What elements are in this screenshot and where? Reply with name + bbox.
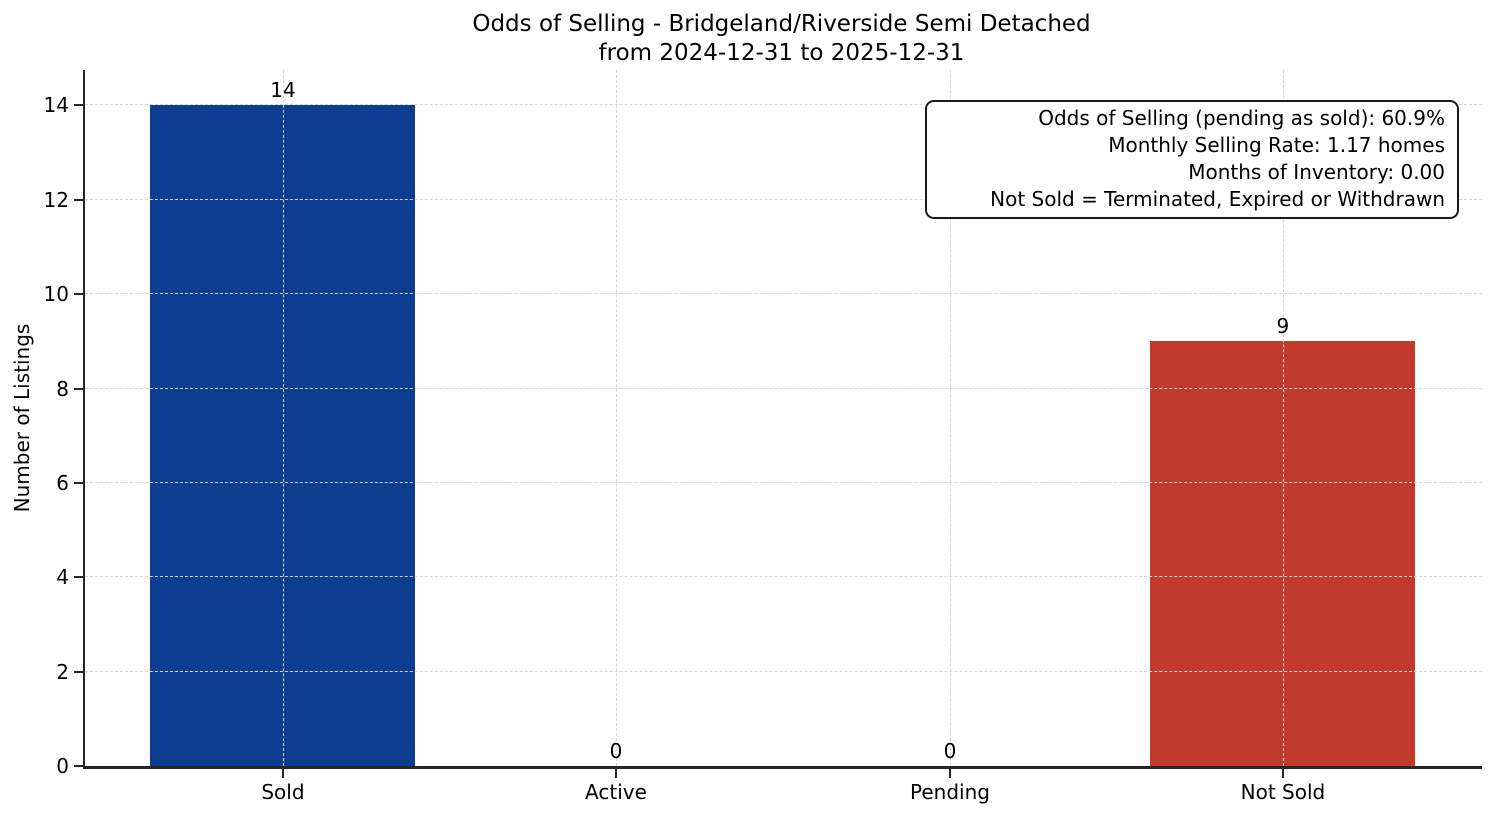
y-tick-mark [74,481,83,484]
annotation-line-odds: Odds of Selling (pending as sold): 60.9% [1038,106,1445,130]
x-tick-mark [949,769,952,778]
gridline-horizontal [85,104,1482,106]
y-tick-label: 6 [56,470,69,495]
y-tick-mark [74,576,83,579]
gridline-horizontal [85,387,1482,389]
y-tick-label: 14 [43,93,69,118]
annotation-line-monthly-rate: Monthly Selling Rate: 1.17 homes [1108,133,1445,157]
y-tick-label: 4 [56,565,69,590]
y-tick-mark [74,104,83,107]
y-tick-mark [74,198,83,201]
gridline-horizontal [85,576,1482,578]
bar-value-label-sold: 14 [270,78,296,103]
bar-value-label-pending: 0 [943,739,957,763]
gridline-horizontal [85,293,1482,295]
bar-value-label-active: 0 [609,739,623,763]
annotation-line-not-sold-def: Not Sold = Terminated, Expired or Withdr… [990,187,1445,211]
x-tick-mark [614,769,617,778]
y-tick-label: 12 [43,187,69,212]
y-tick-label: 2 [56,659,69,684]
bar-sold [150,105,416,766]
chart-title-line2: from 2024-12-31 to 2025-12-31 [598,40,965,66]
chart-title-line1: Odds of Selling - Bridgeland/Riverside S… [472,11,1091,37]
y-tick-mark [74,293,83,296]
gridline-horizontal [85,670,1482,672]
chart-title: Odds of Selling - Bridgeland/Riverside S… [83,10,1480,68]
gridline-vertical [282,70,284,766]
bar-value-label-not-sold: 9 [1276,314,1290,339]
y-tick-mark [74,387,83,390]
y-tick-label: 8 [56,376,69,401]
x-tick-label-sold: Sold [261,780,305,804]
gridline-horizontal [85,481,1482,483]
y-tick-label: 10 [43,282,69,307]
plot-area: 0 2 4 6 8 10 12 14 14 Sold 0 Active 0 Pending 9 Not Sol… [44,70,1482,804]
x-tick-mark [1281,769,1284,778]
gridline-vertical [1282,70,1284,766]
y-tick-mark [74,765,83,767]
y-tick-mark [74,670,83,673]
annotation-line-inventory: Months of Inventory: 0.00 [1188,160,1445,184]
gridline-horizontal [85,198,1482,200]
x-tick-label-pending: Pending [910,780,990,804]
x-tick-label-active: Active [585,780,647,804]
gridline-vertical [615,70,617,766]
x-tick-mark [281,769,284,778]
gridline-vertical [950,70,952,766]
y-tick-label: 0 [56,754,69,778]
x-tick-label-not-sold: Not Sold [1240,780,1326,804]
annotation-box: Odds of Selling (pending as sold): 60.9%… [925,100,1459,219]
